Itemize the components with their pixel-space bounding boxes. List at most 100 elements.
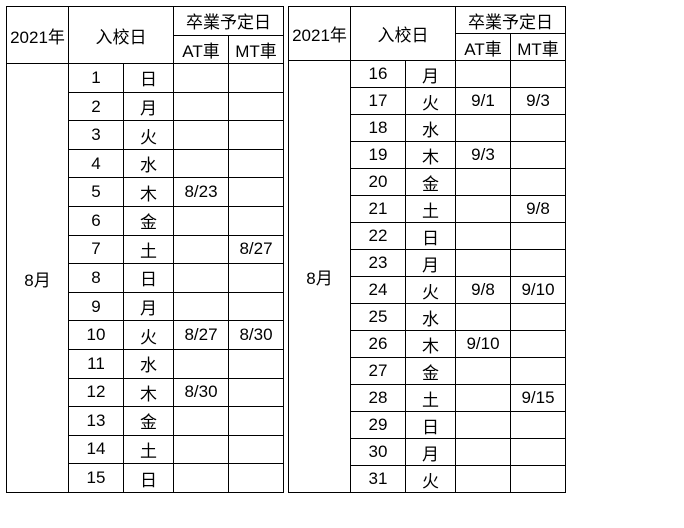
date-cell: 13 xyxy=(69,407,124,436)
mt-cell xyxy=(511,250,566,277)
date-cell: 26 xyxy=(351,331,406,358)
dow-cell: 日 xyxy=(124,64,174,93)
at-cell: 9/10 xyxy=(456,331,511,358)
dow-cell: 水 xyxy=(124,149,174,178)
dow-cell: 水 xyxy=(406,304,456,331)
dow-cell: 月 xyxy=(124,92,174,121)
entry-header: 入校日 xyxy=(69,7,174,64)
dow-cell: 土 xyxy=(124,435,174,464)
mt-cell xyxy=(229,378,284,407)
mt-cell xyxy=(229,92,284,121)
at-cell xyxy=(456,196,511,223)
mt-cell: 9/15 xyxy=(511,385,566,412)
mt-cell xyxy=(229,407,284,436)
date-cell: 2 xyxy=(69,92,124,121)
dow-cell: 木 xyxy=(406,142,456,169)
date-cell: 30 xyxy=(351,439,406,466)
dow-cell: 水 xyxy=(124,349,174,378)
at-cell xyxy=(174,121,229,150)
at-cell xyxy=(174,235,229,264)
dow-cell: 火 xyxy=(406,277,456,304)
at-header: AT車 xyxy=(456,34,511,61)
date-cell: 15 xyxy=(69,464,124,493)
mt-cell xyxy=(229,64,284,93)
dow-cell: 月 xyxy=(406,439,456,466)
tables-wrap: 2021年 入校日 卒業予定日 AT車 MT車 8月 1 日 2月 3火 4水 … xyxy=(6,6,678,493)
date-cell: 29 xyxy=(351,412,406,439)
at-cell xyxy=(456,385,511,412)
date-cell: 19 xyxy=(351,142,406,169)
at-cell xyxy=(174,407,229,436)
dow-cell: 水 xyxy=(406,115,456,142)
dow-cell: 日 xyxy=(406,412,456,439)
at-cell xyxy=(456,61,511,88)
mt-cell xyxy=(229,435,284,464)
mt-cell xyxy=(511,439,566,466)
at-cell: 8/30 xyxy=(174,378,229,407)
year-header: 2021年 xyxy=(289,7,351,61)
mt-cell xyxy=(511,331,566,358)
mt-cell xyxy=(229,207,284,236)
date-cell: 3 xyxy=(69,121,124,150)
dow-cell: 日 xyxy=(124,464,174,493)
date-cell: 11 xyxy=(69,349,124,378)
mt-cell xyxy=(511,223,566,250)
date-cell: 7 xyxy=(69,235,124,264)
at-cell xyxy=(174,64,229,93)
mt-cell xyxy=(511,169,566,196)
date-cell: 27 xyxy=(351,358,406,385)
at-cell xyxy=(174,92,229,121)
date-cell: 8 xyxy=(69,264,124,293)
mt-cell xyxy=(511,115,566,142)
date-cell: 5 xyxy=(69,178,124,207)
mt-cell xyxy=(229,149,284,178)
date-cell: 9 xyxy=(69,292,124,321)
date-cell: 31 xyxy=(351,466,406,493)
date-cell: 21 xyxy=(351,196,406,223)
mt-cell xyxy=(511,412,566,439)
at-cell xyxy=(456,304,511,331)
dow-cell: 金 xyxy=(124,207,174,236)
mt-cell: 8/27 xyxy=(229,235,284,264)
schedule-table-right: 2021年 入校日 卒業予定日 AT車 MT車 8月 16 月 17火9/19/… xyxy=(288,6,566,493)
date-cell: 4 xyxy=(69,149,124,178)
month-cell: 8月 xyxy=(7,64,69,493)
mt-cell xyxy=(229,178,284,207)
mt-header: MT車 xyxy=(511,34,566,61)
dow-cell: 月 xyxy=(406,250,456,277)
dow-cell: 金 xyxy=(406,358,456,385)
dow-cell: 土 xyxy=(406,385,456,412)
at-cell xyxy=(456,115,511,142)
dow-cell: 日 xyxy=(124,264,174,293)
mt-cell: 9/3 xyxy=(511,88,566,115)
dow-cell: 土 xyxy=(124,235,174,264)
at-cell xyxy=(174,149,229,178)
at-cell xyxy=(174,464,229,493)
mt-cell: 9/10 xyxy=(511,277,566,304)
month-cell: 8月 xyxy=(289,61,351,493)
grad-header: 卒業予定日 xyxy=(174,7,284,36)
at-cell xyxy=(174,435,229,464)
at-cell xyxy=(456,466,511,493)
dow-cell: 金 xyxy=(406,169,456,196)
dow-cell: 火 xyxy=(124,321,174,350)
at-cell xyxy=(174,349,229,378)
at-cell xyxy=(456,223,511,250)
date-cell: 20 xyxy=(351,169,406,196)
at-cell xyxy=(174,264,229,293)
date-cell: 25 xyxy=(351,304,406,331)
dow-cell: 木 xyxy=(124,378,174,407)
date-cell: 1 xyxy=(69,64,124,93)
mt-cell xyxy=(229,264,284,293)
mt-header: MT車 xyxy=(229,35,284,64)
at-cell xyxy=(456,358,511,385)
dow-cell: 火 xyxy=(406,466,456,493)
dow-cell: 金 xyxy=(124,407,174,436)
dow-cell: 木 xyxy=(406,331,456,358)
dow-cell: 月 xyxy=(124,292,174,321)
dow-cell: 日 xyxy=(406,223,456,250)
date-cell: 14 xyxy=(69,435,124,464)
at-cell: 8/27 xyxy=(174,321,229,350)
dow-cell: 火 xyxy=(124,121,174,150)
dow-cell: 月 xyxy=(406,61,456,88)
